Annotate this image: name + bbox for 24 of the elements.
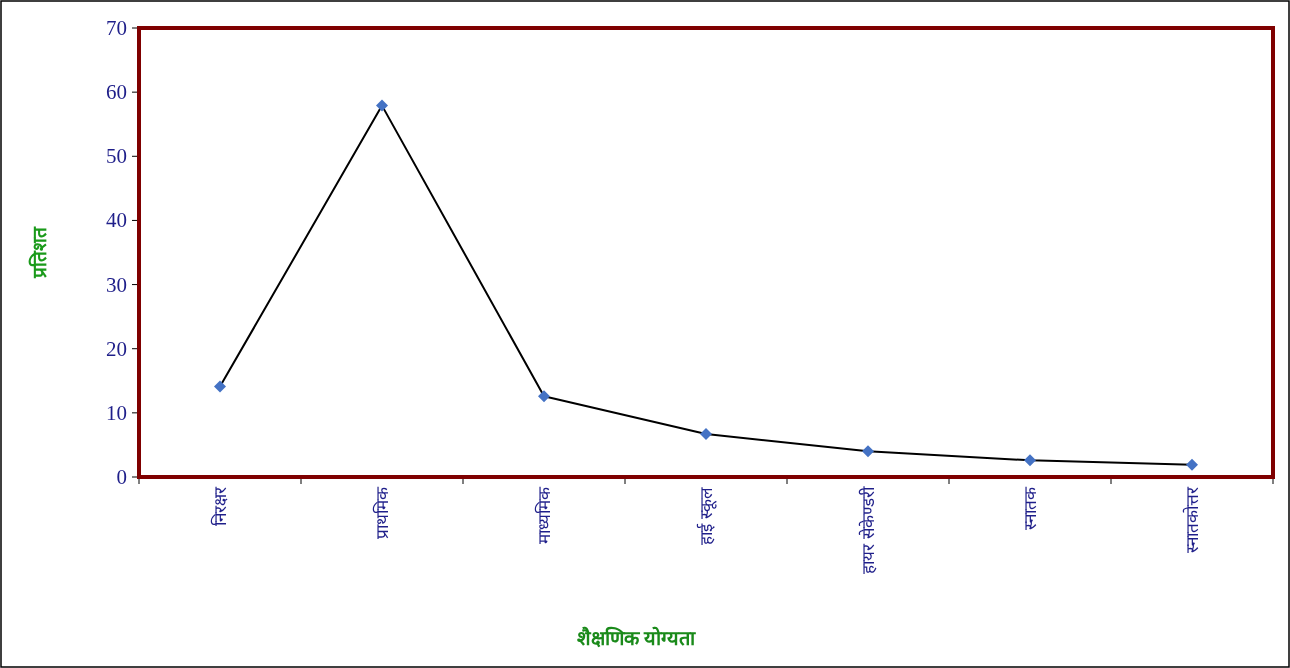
y-tick-label: 20	[106, 336, 127, 361]
y-tick-label: 30	[106, 272, 127, 297]
x-tick-label: निरक्षर	[210, 486, 230, 526]
point	[862, 445, 874, 458]
point	[1024, 454, 1036, 467]
y-tick-label: 0	[116, 465, 127, 489]
point	[538, 390, 550, 403]
x-axis-title: शैक्षणिक योग्यता	[576, 626, 697, 649]
y-tick-label: 70	[106, 16, 127, 40]
y-tick-label: 60	[106, 80, 127, 105]
y-axis-title: प्रतिशत	[28, 226, 50, 279]
x-tick-label: हायर सेकेण्डरी	[858, 486, 878, 574]
x-tick-label: हाई स्कूल	[696, 487, 717, 545]
y-tick-label: 40	[106, 208, 127, 233]
point	[376, 99, 388, 112]
x-tick-label: प्राथमिक	[372, 486, 392, 539]
y-tick-label: 50	[106, 144, 127, 169]
y-tick-label: 10	[106, 400, 127, 425]
x-tick-label: स्नातक	[1021, 486, 1040, 530]
x-tick-label: माध्यमिक	[534, 486, 554, 544]
point	[214, 380, 226, 393]
point	[1186, 458, 1198, 471]
x-tick-label: स्नातकोत्तर	[1182, 486, 1202, 553]
point	[700, 428, 712, 441]
